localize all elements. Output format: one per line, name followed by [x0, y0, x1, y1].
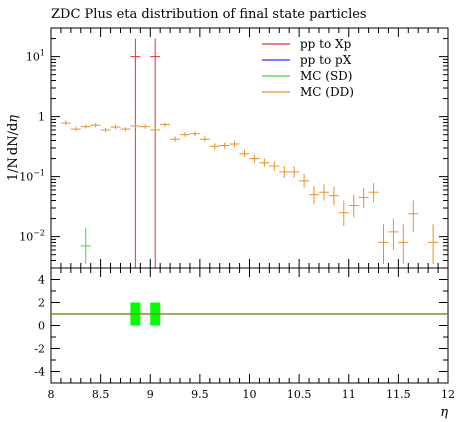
x-tick-label: 10 [243, 388, 257, 401]
x-tick-label: 11 [342, 388, 356, 401]
legend-label: MC (DD) [300, 85, 354, 99]
x-tick-label: 9.5 [191, 388, 209, 401]
y-axis-label: 1/NdN/dη [6, 115, 21, 181]
ratio-panel: 8 8.5 9 9.5 10 10.5 11 11.5 12 4 2 0 -2 -4 [34, 267, 455, 401]
ratio-frame [50, 267, 449, 384]
legend-label: pp to pX [300, 53, 352, 67]
svg-text:1/NdN/dη: 1/NdN/dη [6, 115, 21, 181]
ratio-y-tick-label: 0 [38, 320, 45, 333]
x-tick-label: 8 [48, 388, 55, 401]
series-3 [60, 120, 439, 264]
ratio-y-tick-label: 4 [38, 274, 45, 287]
ratio-y-tick-label: -4 [34, 366, 45, 379]
x-tick-label: 9 [147, 388, 154, 401]
chart-title: ZDC Plus eta distribution of final state… [51, 7, 367, 22]
x-tick-label: 10.5 [287, 388, 312, 401]
y-tick-label: 1 [38, 111, 45, 124]
legend-label: pp to Xp [300, 37, 352, 51]
series-0 [130, 38, 161, 268]
x-axis-label: η [440, 405, 448, 420]
ratio-y-tick-label: 2 [38, 297, 45, 310]
series-2 [80, 227, 91, 264]
x-tick-label: 12 [441, 388, 455, 401]
main-panel: 10−2 10−1 1 101 [19, 27, 449, 269]
x-tick-label: 11.5 [386, 388, 411, 401]
legend-label: MC (SD) [300, 69, 353, 83]
y-tick-label: 10−2 [19, 229, 45, 244]
ratio-y-tick-label: -2 [34, 343, 45, 356]
legend: pp to Xp pp to pX MC (SD) MC (DD) [262, 37, 354, 99]
x-tick-label: 8.5 [92, 388, 110, 401]
y-tick-label: 101 [26, 49, 45, 64]
y-tick-label: 10−1 [19, 169, 45, 184]
